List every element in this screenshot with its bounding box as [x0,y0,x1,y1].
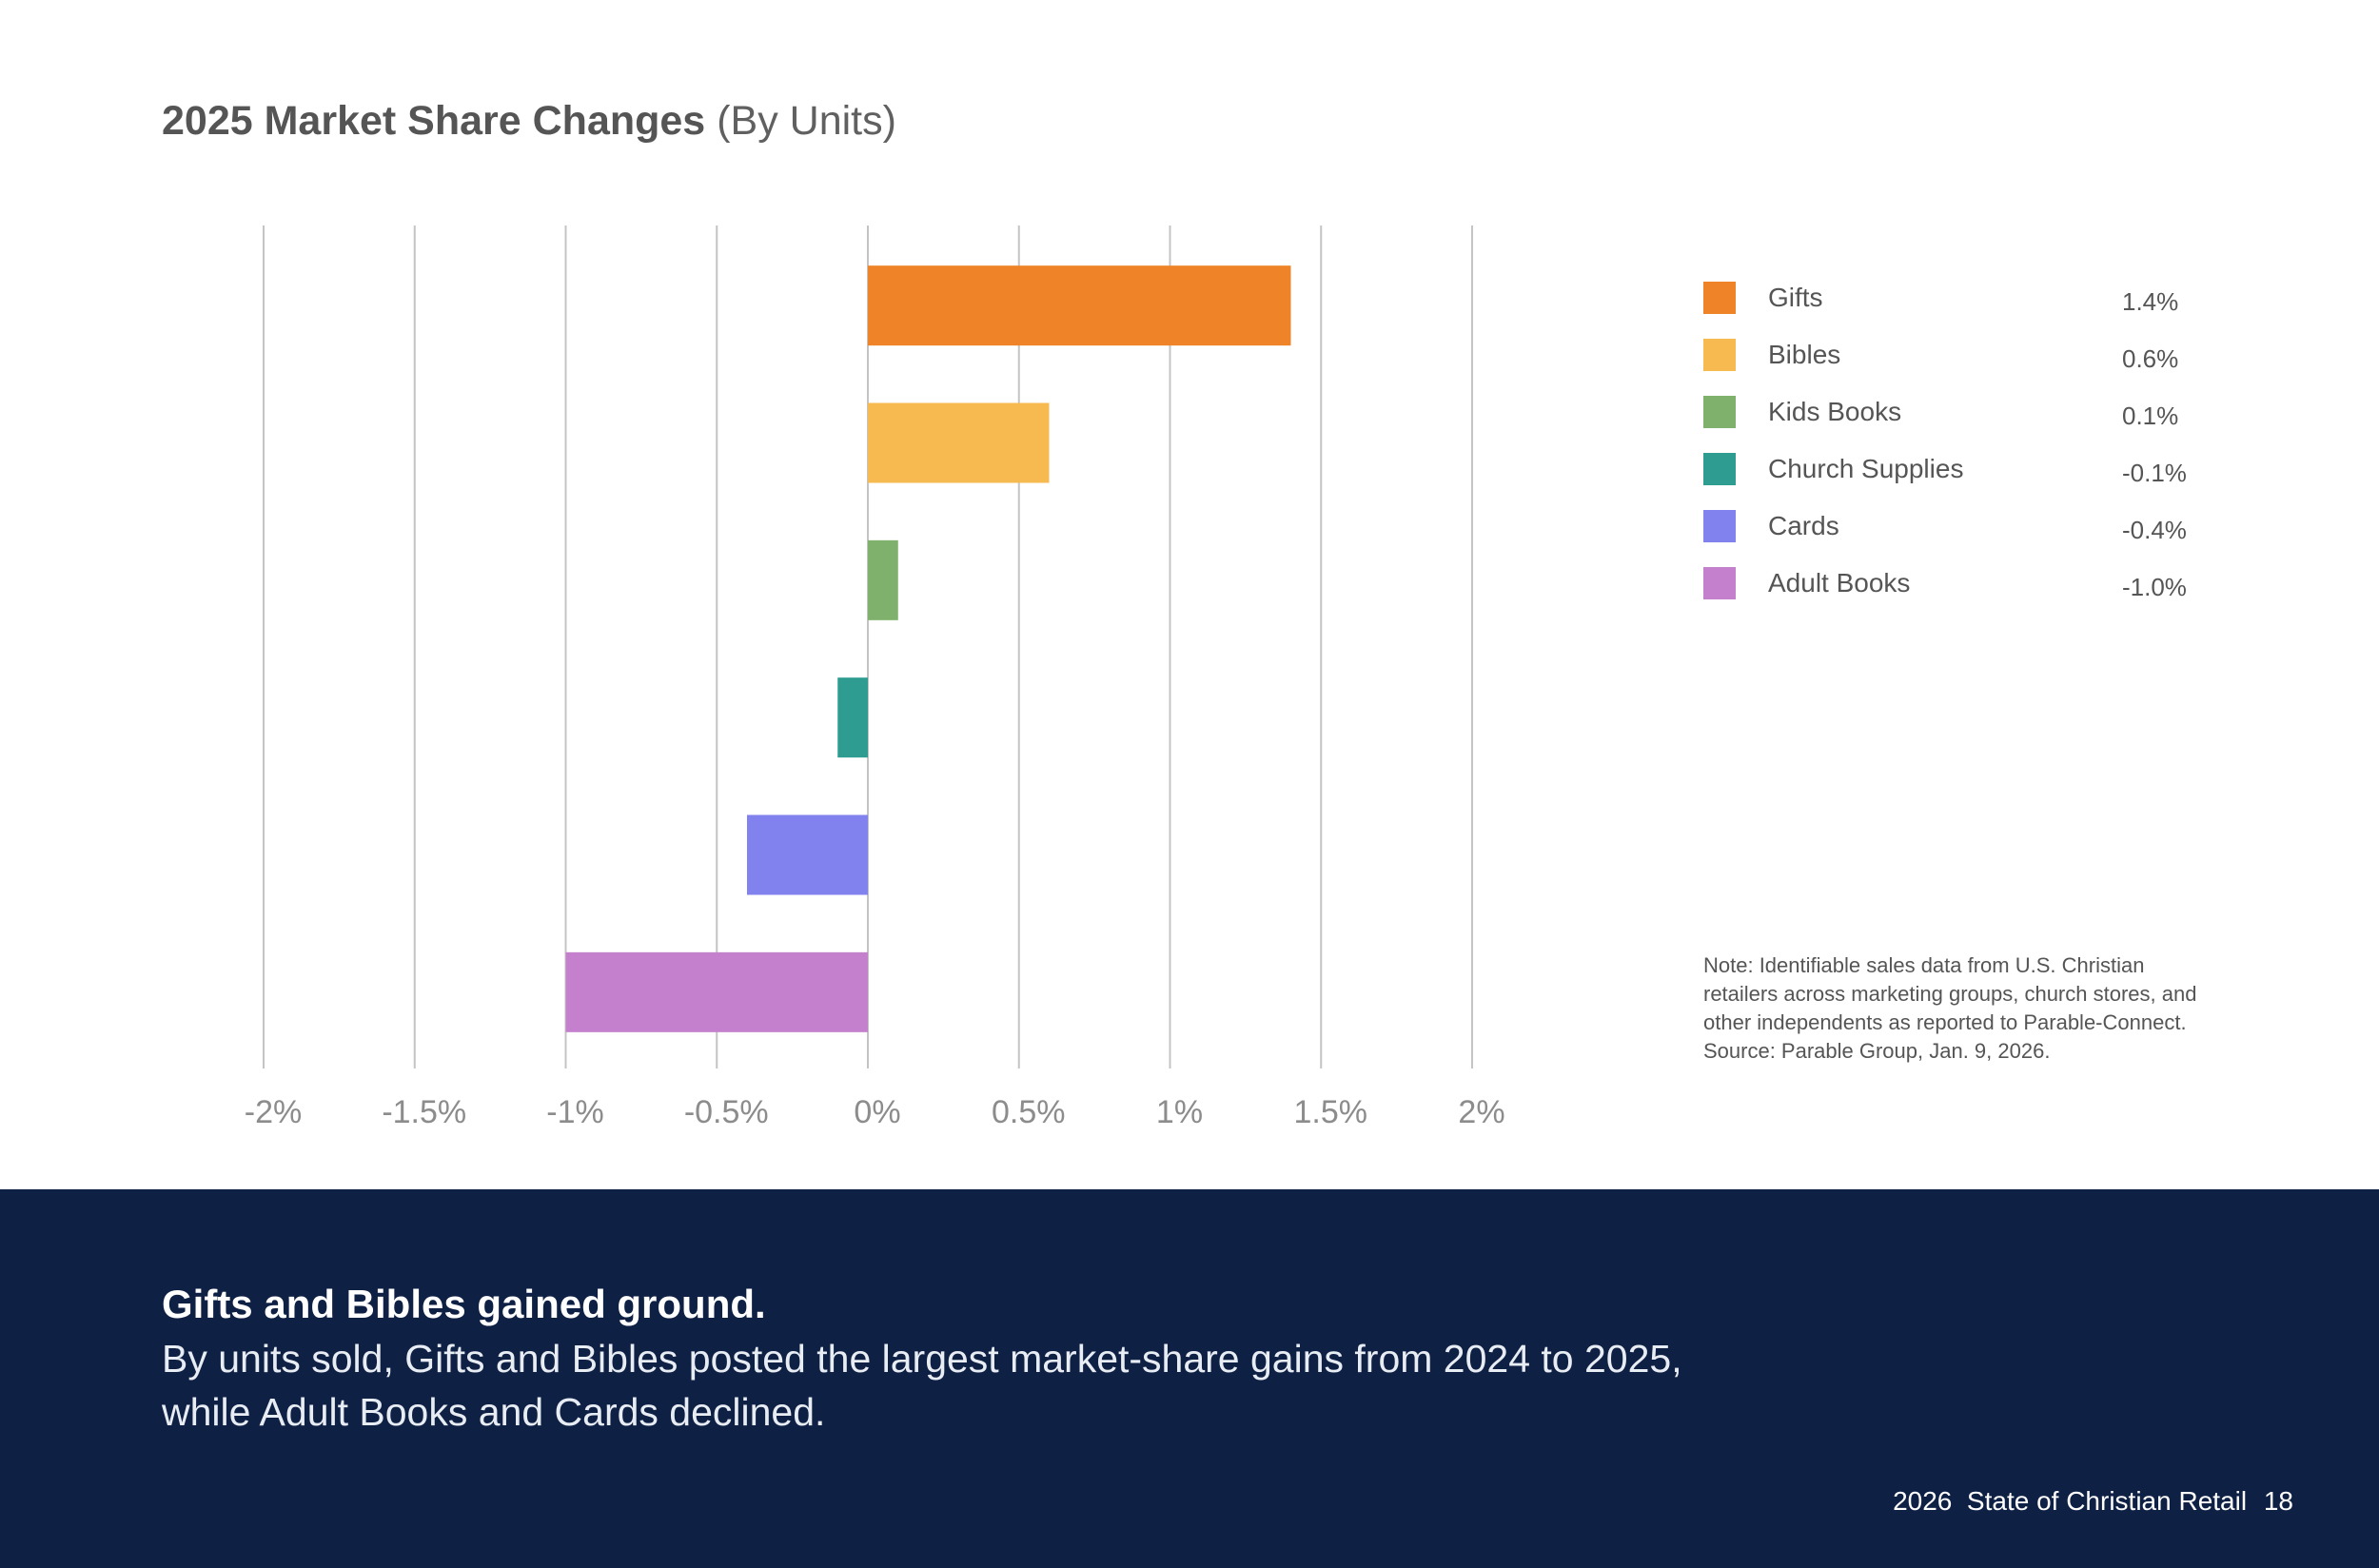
x-tick-label: 0% [854,1094,900,1130]
summary-banner: Gifts and Bibles gained ground. By units… [0,1189,2379,1568]
legend-label: Adult Books [1768,568,1911,598]
legend-swatch-cards [1703,510,1736,542]
legend-item-cards: Cards -0.4% [1703,507,2236,545]
x-tick-label: 0.5% [992,1094,1066,1130]
page-number: 18 [2263,1486,2293,1516]
legend-value: 1.4% [2122,287,2179,316]
summary-headline: Gifts and Bibles gained ground. [162,1282,766,1326]
bar-church-supplies [837,677,868,758]
legend-swatch-gifts [1703,282,1736,314]
legend-value: -0.4% [2122,516,2187,544]
bar-gifts [868,265,1291,346]
bar-adult-books [565,951,868,1032]
legend-item-adult-books: Adult Books -1.0% [1703,564,2236,602]
bar-kids-books [868,539,898,620]
x-tick-label: -1% [546,1094,603,1130]
page-footer: 2026 State of Christian Retail 18 [1883,1486,2293,1517]
bar-cards [747,814,868,895]
chart-gridlines [263,225,1473,1068]
publication-title: 2026 State of Christian Retail [1893,1486,2248,1516]
legend-item-church-supplies: Church Supplies -0.1% [1703,450,2236,488]
legend-swatch-church-supplies [1703,453,1736,485]
legend-value: -1.0% [2122,573,2187,601]
x-tick-label: 2% [1458,1094,1504,1130]
chart-title: 2025 Market Share Changes (By Units) [162,98,896,145]
legend-item-kids-books: Kids Books 0.1% [1703,393,2236,431]
legend-value: -0.1% [2122,459,2187,487]
x-tick-label: 1% [1156,1094,1203,1130]
summary-body: By units sold, Gifts and Bibles posted t… [162,1337,1682,1434]
x-tick-label: -1.5% [382,1094,466,1130]
x-tick-label: 1.5% [1294,1094,1368,1130]
legend-label: Gifts [1768,283,1823,312]
legend-label: Bibles [1768,340,1841,369]
legend-swatch-adult-books [1703,567,1736,599]
bar-chart: -2% -1.5% -1% -0.5% 0% 0.5% 1% 1.5% 2% [245,225,1505,1130]
chart-title-main: 2025 Market Share Changes [162,98,706,144]
chart-x-axis-ticks: -2% -1.5% -1% -0.5% 0% 0.5% 1% 1.5% 2% [245,1094,1505,1130]
x-tick-label: -2% [245,1094,302,1130]
legend-label: Cards [1768,511,1839,540]
chart-bars [565,265,1291,1032]
bar-bibles [868,402,1050,483]
legend-item-gifts: Gifts 1.4% [1703,279,2236,317]
source-note: Note: Identifiable sales data from U.S. … [1703,953,2197,1063]
legend-swatch-kids-books [1703,396,1736,428]
legend-swatch-bibles [1703,339,1736,371]
legend-label: Church Supplies [1768,454,1964,483]
x-tick-label: -0.5% [684,1094,769,1130]
chart-title-subtitle: (By Units) [717,98,896,144]
legend-value: 0.1% [2122,402,2179,430]
legend-label: Kids Books [1768,397,1902,426]
legend-value: 0.6% [2122,344,2179,373]
legend-item-bibles: Bibles 0.6% [1703,336,2236,374]
